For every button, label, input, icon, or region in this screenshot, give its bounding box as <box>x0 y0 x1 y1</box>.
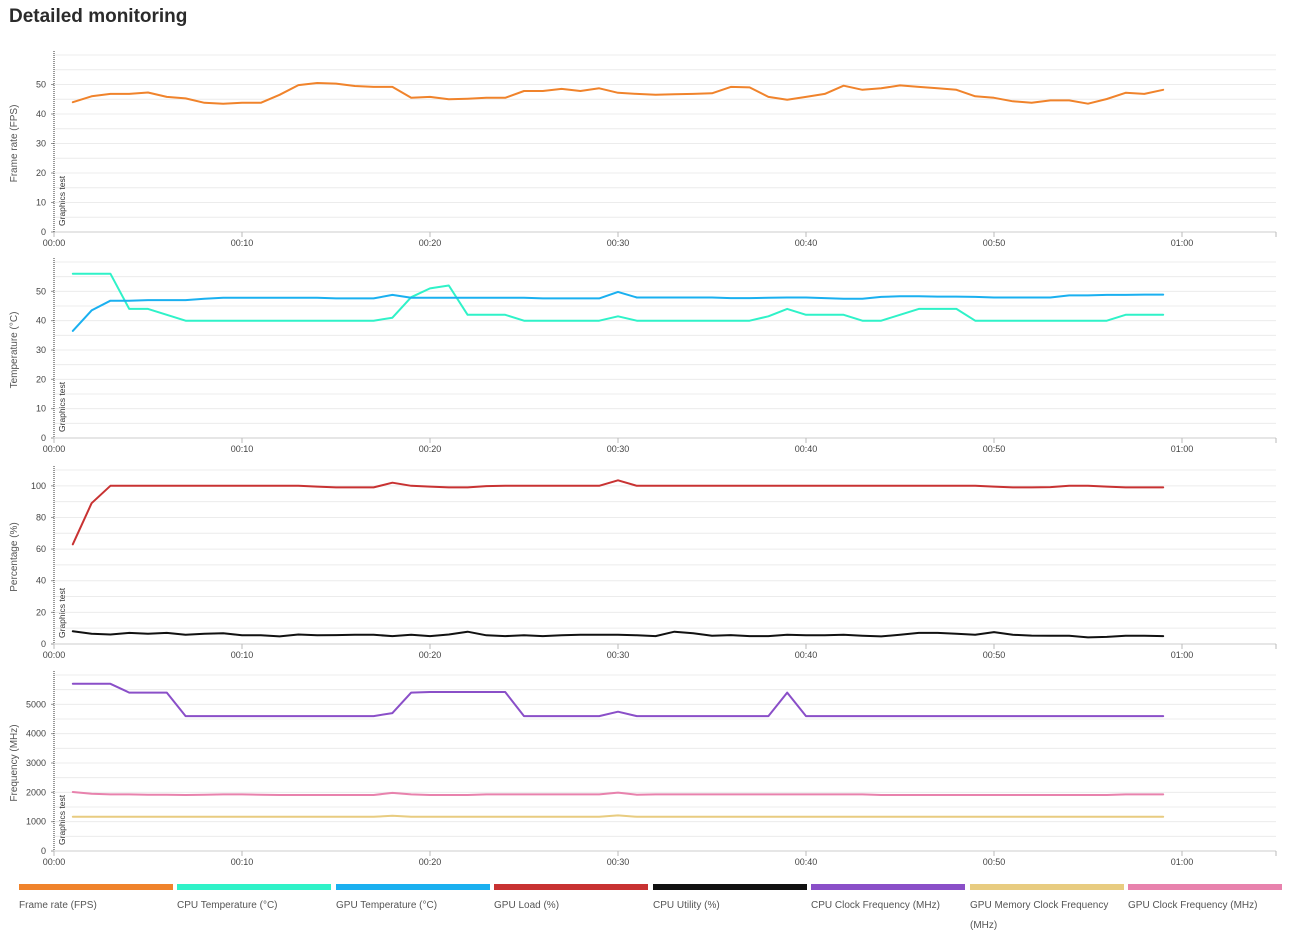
x-tick-label: 00:00 <box>43 650 66 660</box>
legend-label: GPU Temperature (°C) <box>336 900 438 911</box>
x-tick-label: 00:50 <box>983 238 1006 248</box>
graphics-test-label: Graphics test <box>57 794 67 845</box>
x-tick-label: 00:40 <box>795 650 818 660</box>
x-tick-label: 00:50 <box>983 444 1006 454</box>
y-tick-label: 10 <box>36 404 46 414</box>
y-tick-label: 0 <box>41 846 46 856</box>
series-line-cpu-temp <box>71 272 1165 322</box>
legend-swatch <box>19 884 173 890</box>
x-tick-label: 00:00 <box>43 444 66 454</box>
chart-panel: 0 20 40 60 80 100 00:00 00:10 00:20 00:30 00:40 00:… <box>9 466 1277 660</box>
legend-item-cpu-temperature[interactable]: CPU Temperature (°C) <box>177 884 331 916</box>
y-tick-label: 2000 <box>26 787 46 797</box>
legend-swatch <box>336 884 490 890</box>
chart-panel: 0 10 20 30 40 50 00:00 00:10 00:20 00:30 00:40 00:5… <box>9 258 1277 454</box>
series-line-gpu-temp <box>71 290 1165 332</box>
legend-swatch <box>177 884 331 890</box>
x-tick-label: 00:40 <box>795 444 818 454</box>
legend-item-gpu-load[interactable]: GPU Load (%) <box>494 884 648 916</box>
legend-swatch <box>1128 884 1282 890</box>
x-tick-label: 00:10 <box>231 444 254 454</box>
x-tick-label: 00:50 <box>983 650 1006 660</box>
legend-item-frame-rate[interactable]: Frame rate (FPS) <box>19 884 173 916</box>
y-axis-title: Frame rate (FPS) <box>9 105 20 183</box>
y-tick-label: 60 <box>36 544 46 554</box>
legend-label: Frame rate (FPS) <box>19 900 97 911</box>
legend-item-gpu-temperature[interactable]: GPU Temperature (°C) <box>336 884 490 916</box>
x-tick-label: 01:00 <box>1171 857 1194 867</box>
y-tick-label: 20 <box>36 168 46 178</box>
legend-swatch <box>970 884 1124 890</box>
y-tick-label: 40 <box>36 316 46 326</box>
y-tick-label: 5000 <box>26 699 46 709</box>
x-tick-label: 00:40 <box>795 857 818 867</box>
y-tick-label: 40 <box>36 576 46 586</box>
y-tick-label: 30 <box>36 139 46 149</box>
legend-label: CPU Utility (%) <box>653 900 720 911</box>
x-tick-label: 00:30 <box>607 238 630 248</box>
legend-label: GPU Memory Clock Frequency (MHz) <box>970 900 1109 931</box>
graphics-test-label: Graphics test <box>57 175 67 226</box>
y-tick-label: 0 <box>41 639 46 649</box>
x-tick-label: 01:00 <box>1171 650 1194 660</box>
y-tick-label: 20 <box>36 607 46 617</box>
legend-label: GPU Clock Frequency (MHz) <box>1128 900 1258 911</box>
x-tick-label: 01:00 <box>1171 238 1194 248</box>
y-axis-title: Percentage (%) <box>9 522 20 591</box>
y-tick-label: 0 <box>41 433 46 443</box>
y-tick-label: 20 <box>36 374 46 384</box>
series-line-fps <box>71 82 1165 105</box>
y-tick-label: 1000 <box>26 817 46 827</box>
y-tick-label: 0 <box>41 227 46 237</box>
x-tick-label: 00:00 <box>43 238 66 248</box>
graphics-test-label: Graphics test <box>57 587 67 638</box>
legend-item-cpu-clock-frequency[interactable]: CPU Clock Frequency (MHz) <box>811 884 965 916</box>
series-line-cpu-clock <box>71 682 1165 718</box>
legend-label: GPU Load (%) <box>494 900 560 911</box>
y-tick-label: 40 <box>36 109 46 119</box>
y-tick-label: 100 <box>31 481 46 491</box>
y-tick-label: 4000 <box>26 729 46 739</box>
legend-swatch <box>494 884 648 890</box>
series-line-cpu-util <box>71 630 1165 639</box>
y-tick-label: 80 <box>36 512 46 522</box>
x-tick-label: 00:20 <box>419 444 442 454</box>
x-tick-label: 00:20 <box>419 650 442 660</box>
y-tick-label: 50 <box>36 80 46 90</box>
x-tick-label: 00:30 <box>607 650 630 660</box>
legend-swatch <box>653 884 807 890</box>
y-tick-label: 3000 <box>26 758 46 768</box>
legend-item-cpu-utility[interactable]: CPU Utility (%) <box>653 884 807 916</box>
x-tick-label: 00:40 <box>795 238 818 248</box>
y-tick-label: 50 <box>36 286 46 296</box>
chart-panel: 0 1000 2000 3000 4000 5000 00:00 00:10 00:20 00:3… <box>9 671 1277 867</box>
series-line-gpu-clock <box>71 791 1165 796</box>
x-tick-label: 00:20 <box>419 238 442 248</box>
legend-item-gpu-memory-clock-frequency[interactable]: GPU Memory Clock Frequency (MHz) <box>970 884 1124 936</box>
y-axis-title: Frequency (MHz) <box>9 724 20 801</box>
x-tick-label: 00:10 <box>231 650 254 660</box>
x-tick-label: 00:20 <box>419 857 442 867</box>
y-tick-label: 30 <box>36 345 46 355</box>
x-tick-label: 00:30 <box>607 444 630 454</box>
series-line-gpu-load <box>71 479 1165 546</box>
y-tick-label: 10 <box>36 198 46 208</box>
legend-label: CPU Temperature (°C) <box>177 900 278 911</box>
series-line-gpu-mem-clock <box>71 814 1165 818</box>
x-tick-label: 00:50 <box>983 857 1006 867</box>
y-axis-title: Temperature (°C) <box>9 312 20 389</box>
x-tick-label: 01:00 <box>1171 444 1194 454</box>
legend-swatch <box>811 884 965 890</box>
monitoring-charts: 0 10 20 30 40 50 00:00 00:10 00:20 00:30 00:40 00:5… <box>9 51 1277 867</box>
legend-label: CPU Clock Frequency (MHz) <box>811 900 940 911</box>
page-title: Detailed monitoring <box>9 6 188 27</box>
chart-legend: Frame rate (FPS) CPU Temperature (°C) GP… <box>19 884 1287 934</box>
x-tick-label: 00:00 <box>43 857 66 867</box>
legend-item-gpu-clock-frequency[interactable]: GPU Clock Frequency (MHz) <box>1128 884 1282 916</box>
chart-panel: 0 10 20 30 40 50 00:00 00:10 00:20 00:30 00:40 00:5… <box>9 51 1277 248</box>
x-tick-label: 00:10 <box>231 238 254 248</box>
graphics-test-label: Graphics test <box>57 381 67 432</box>
x-tick-label: 00:10 <box>231 857 254 867</box>
x-tick-label: 00:30 <box>607 857 630 867</box>
